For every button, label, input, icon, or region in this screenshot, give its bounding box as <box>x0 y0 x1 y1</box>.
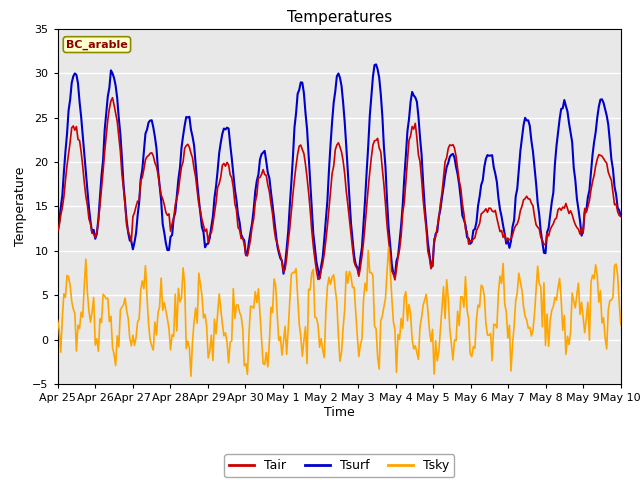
Legend: Tair, Tsurf, Tsky: Tair, Tsurf, Tsky <box>224 454 454 477</box>
Title: Temperatures: Temperatures <box>287 10 392 25</box>
X-axis label: Time: Time <box>324 406 355 419</box>
Text: BC_arable: BC_arable <box>66 39 128 50</box>
Y-axis label: Temperature: Temperature <box>13 167 27 246</box>
